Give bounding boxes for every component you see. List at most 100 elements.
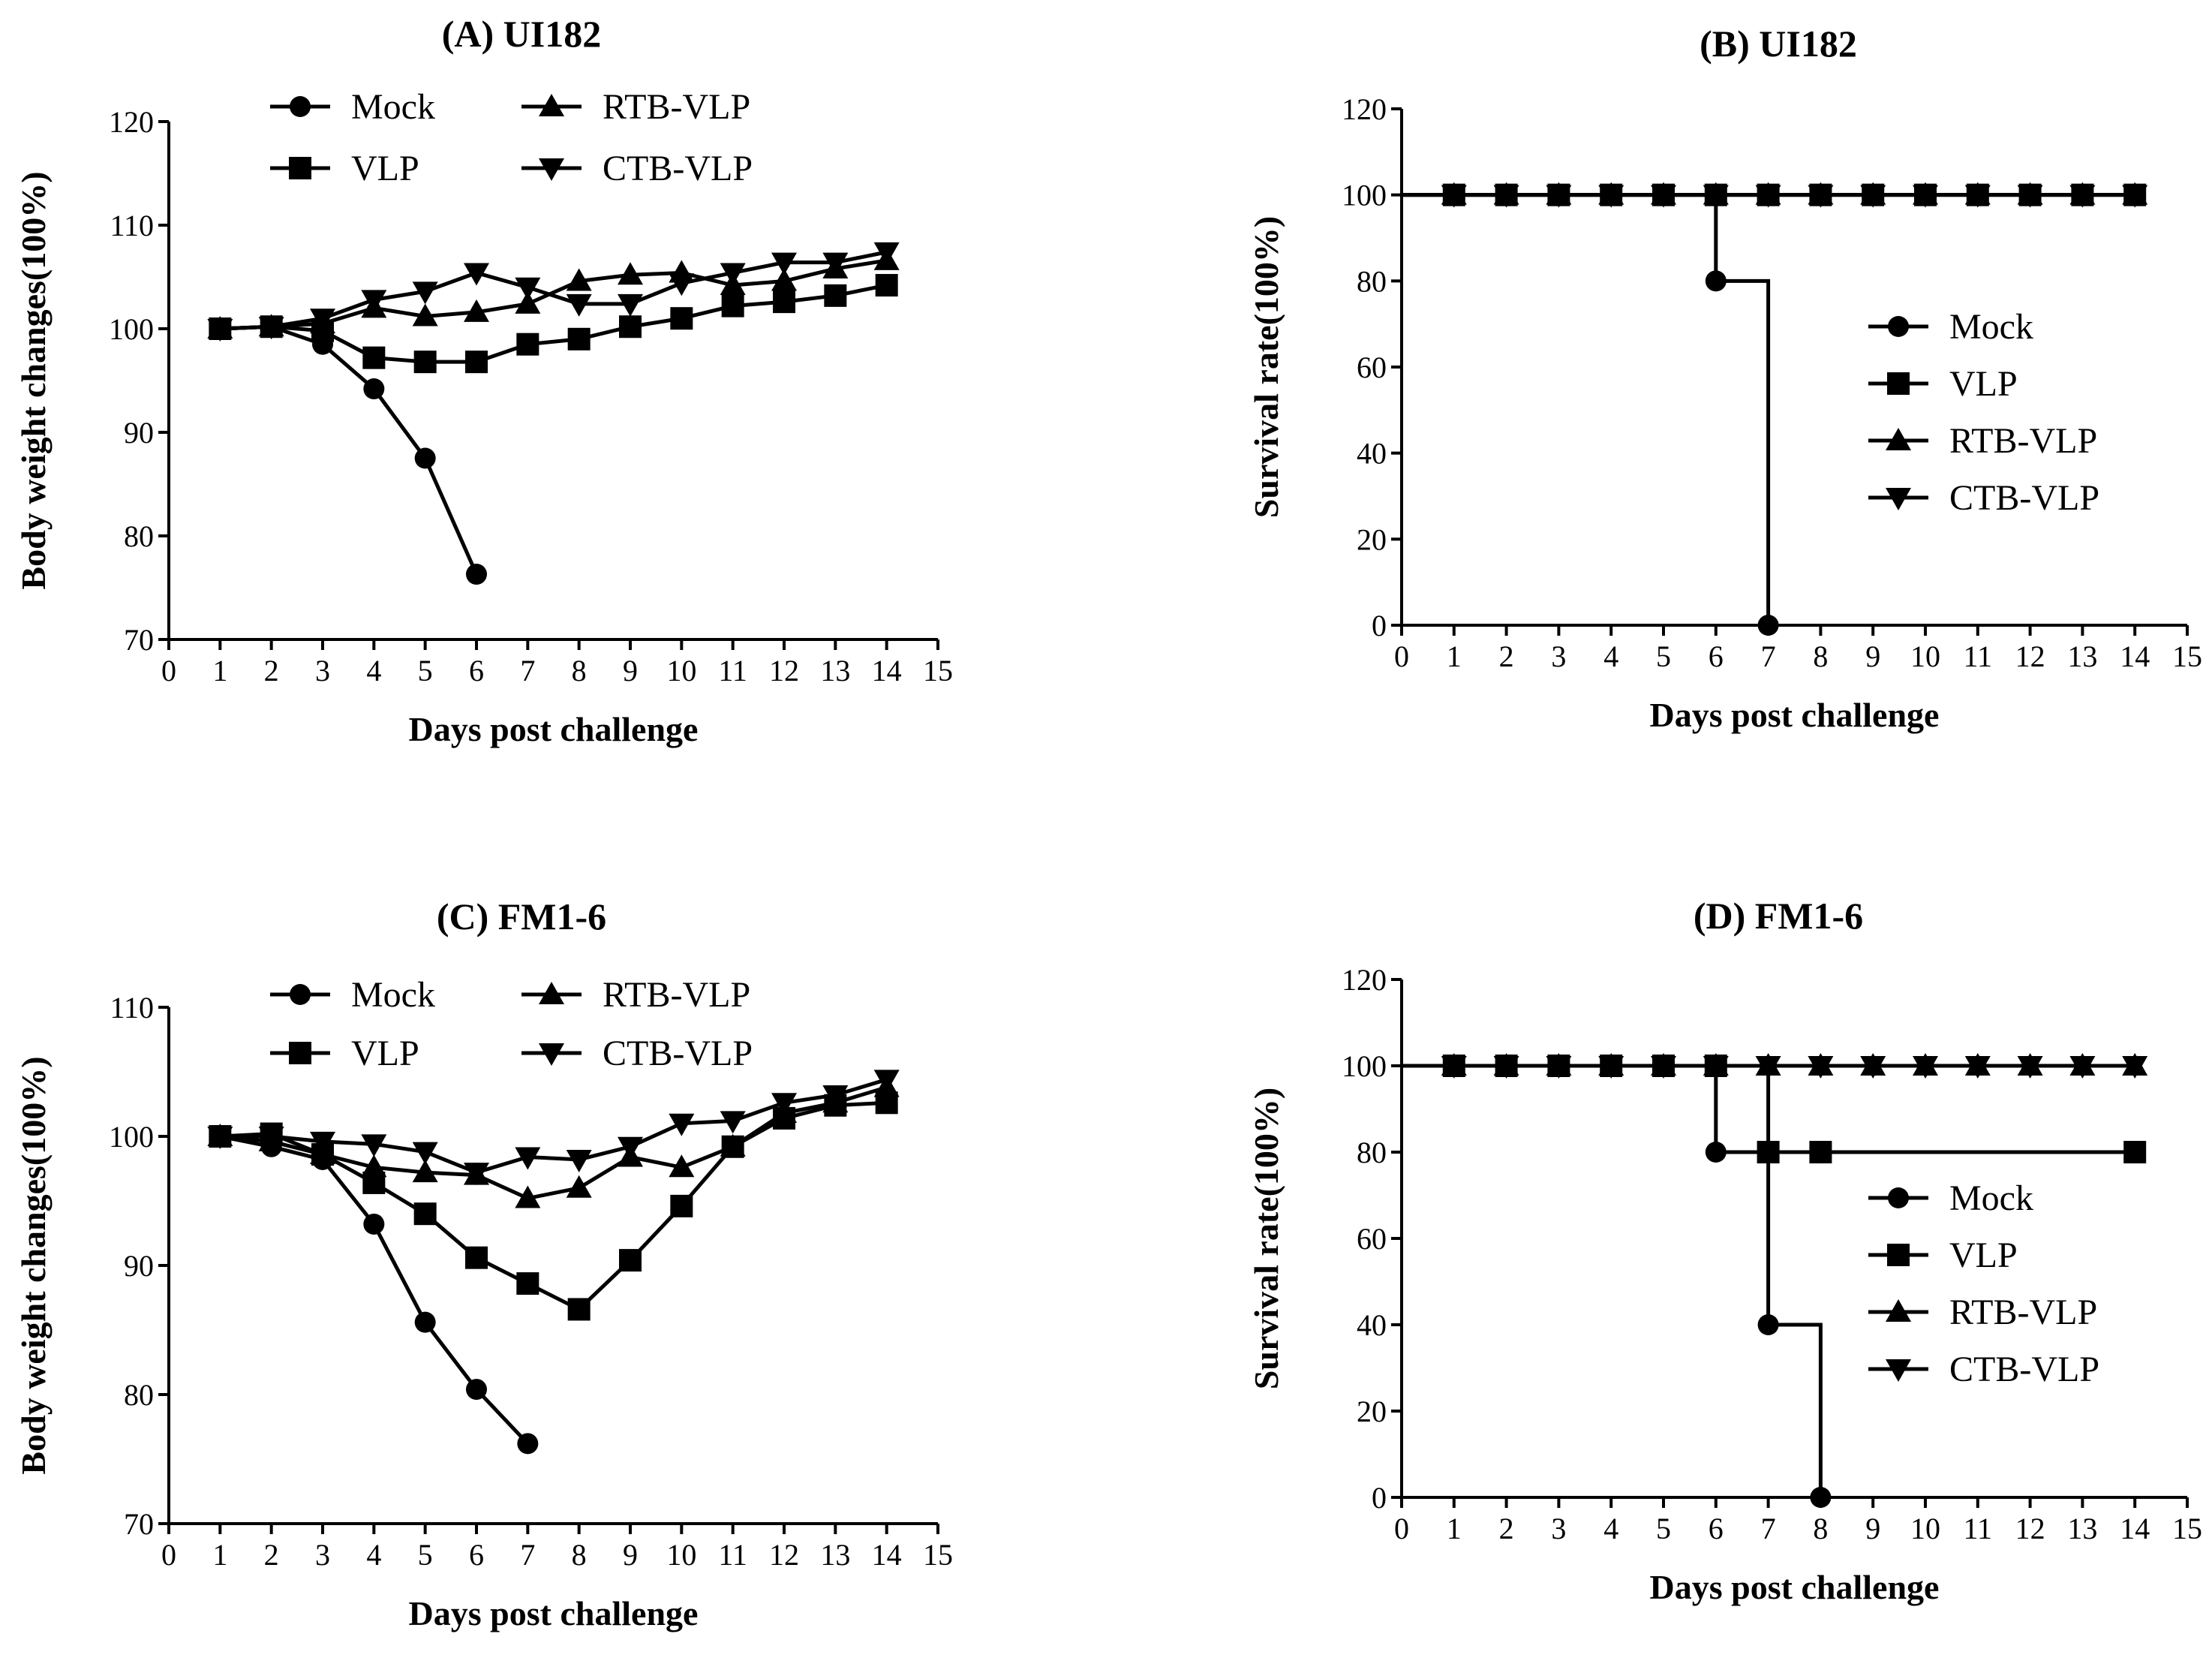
data-point-ctb-vlp (1703, 185, 1729, 208)
series-ctb-vlp (1402, 1056, 2148, 1079)
data-point-rtb-vlp (720, 1133, 746, 1157)
data-point-ctb-vlp (822, 1085, 849, 1108)
data-point-ctb-vlp (1808, 185, 1834, 208)
legend-label: RTB-VLP (1949, 1292, 2097, 1332)
x-axis-label: Days post challenge (1650, 1568, 1940, 1606)
x-tick-label: 11 (718, 654, 747, 688)
x-tick-label: 9 (623, 654, 638, 688)
x-tick-label: 7 (1761, 1512, 1776, 1545)
data-point-ctb-vlp (258, 1127, 284, 1149)
y-tick-label: 0 (1372, 1481, 1387, 1515)
data-point-vlp (465, 1246, 488, 1269)
data-point-rtb-vlp (361, 1154, 387, 1178)
data-point-ctb-vlp (207, 1127, 233, 1149)
series-line (220, 324, 479, 576)
legend-marker (539, 94, 564, 116)
legend-marker (289, 1042, 311, 1064)
data-point-ctb-vlp (566, 293, 592, 317)
legend-marker (539, 1043, 564, 1066)
legend-label: RTB-VLP (603, 87, 750, 127)
data-point-ctb-vlp (2122, 185, 2148, 208)
legend: Mock VLP RTB-VLP CTB-VLP (270, 975, 753, 1073)
data-point-ctb-vlp (1964, 185, 1991, 208)
data-point-ctb-vlp (1598, 1056, 1624, 1079)
y-tick-label: 100 (109, 1120, 154, 1154)
data-point-vlp (824, 284, 847, 307)
series-rtb-vlp (207, 247, 900, 339)
x-tick-label: 6 (1709, 639, 1724, 673)
legend-label: RTB-VLP (603, 975, 750, 1015)
data-point-ctb-vlp (1493, 1056, 1519, 1079)
y-tick-label: 70 (124, 1507, 154, 1541)
y-tick-label: 40 (1357, 437, 1387, 471)
data-point-vlp (773, 290, 795, 314)
data-point-ctb-vlp (1860, 1056, 1886, 1079)
data-point-ctb-vlp (412, 281, 438, 305)
legend-marker (290, 96, 311, 117)
legend-item-ctb-vlp: CTB-VLP (521, 149, 753, 188)
chart-title: (D) FM1-6 (1694, 895, 1863, 937)
legend-item-rtb-vlp: RTB-VLP (1868, 421, 2097, 461)
x-tick-label: 8 (572, 654, 587, 688)
legend-item-vlp: VLP (270, 1034, 419, 1073)
x-tick-label: 12 (2015, 639, 2045, 673)
x-tick-label: 13 (2067, 639, 2097, 673)
data-point-rtb-vlp (566, 268, 592, 291)
data-point-ctb-vlp (1913, 1056, 1938, 1079)
data-point-ctb-vlp (2017, 185, 2043, 208)
legend-item-mock: Mock (1868, 1178, 2033, 1218)
data-point-ctb-vlp (2069, 185, 2096, 208)
x-tick-label: 1 (1447, 639, 1462, 673)
legend-item-rtb-vlp: RTB-VLP (1868, 1292, 2097, 1332)
data-point-ctb-vlp (873, 242, 900, 265)
x-tick-label: 7 (520, 1538, 535, 1572)
legend-item-rtb-vlp: RTB-VLP (521, 975, 750, 1015)
x-tick-label: 0 (161, 1538, 176, 1572)
series-mock (1402, 184, 1779, 636)
data-point-ctb-vlp (258, 317, 284, 340)
x-tick-label: 1 (212, 654, 227, 688)
x-tick-label: 4 (366, 654, 381, 688)
data-point-ctb-vlp (618, 293, 643, 317)
legend-marker (290, 984, 311, 1005)
x-tick-label: 3 (315, 654, 330, 688)
legend-marker (289, 157, 311, 179)
x-tick-label: 14 (872, 1538, 902, 1572)
x-tick-label: 6 (1709, 1512, 1724, 1545)
data-point-ctb-vlp (618, 1136, 643, 1160)
data-point-ctb-vlp (669, 1113, 695, 1136)
y-tick-label: 80 (124, 519, 154, 553)
legend-label: VLP (351, 1034, 419, 1073)
x-tick-label: 4 (1603, 1512, 1618, 1545)
data-point-mock (1757, 1314, 1779, 1335)
x-tick-label: 11 (1964, 1512, 1993, 1545)
x-tick-label: 0 (161, 654, 176, 688)
chart-title: (A) UI182 (442, 13, 601, 55)
data-point-rtb-vlp (412, 1160, 438, 1183)
x-tick-label: 3 (315, 1538, 330, 1572)
legend-item-mock: Mock (1868, 307, 2033, 347)
data-point-ctb-vlp (2122, 1056, 2148, 1079)
x-tick-label: 0 (1394, 1512, 1409, 1545)
legend-label: RTB-VLP (1949, 421, 2097, 461)
chart-title: (C) FM1-6 (437, 895, 606, 937)
data-point-vlp (2123, 1141, 2147, 1163)
data-point-ctb-vlp (669, 273, 695, 296)
y-axis-label: Body weight changes(100%) (14, 1056, 53, 1474)
legend: Mock VLP RTB-VLP CTB-VLP (1868, 1178, 2099, 1389)
legend-label: CTB-VLP (603, 149, 753, 188)
data-point-ctb-vlp (771, 1093, 797, 1116)
x-tick-label: 5 (1656, 1512, 1671, 1545)
data-point-rtb-vlp (412, 303, 438, 326)
data-point-ctb-vlp (1441, 185, 1467, 208)
data-point-vlp (413, 1202, 437, 1226)
data-point-mock (1705, 270, 1727, 292)
data-point-vlp (721, 294, 744, 317)
data-point-ctb-vlp (2069, 1056, 2096, 1079)
series-ctb-vlp (207, 242, 900, 342)
y-tick-label: 100 (1342, 179, 1387, 212)
data-point-ctb-vlp (515, 277, 541, 300)
data-point-mock (414, 1311, 436, 1333)
